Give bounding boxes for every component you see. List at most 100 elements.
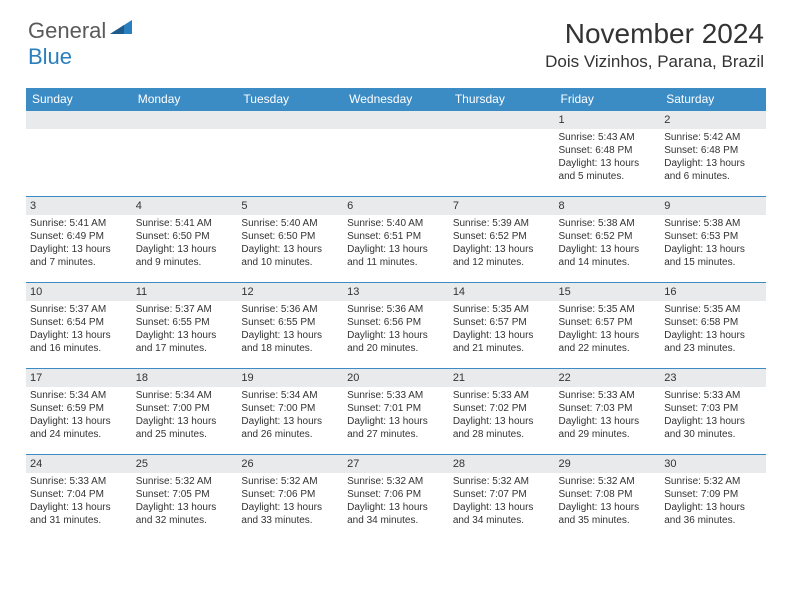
sunset-line: Sunset: 6:55 PM (241, 316, 339, 329)
daylight-line-1: Daylight: 13 hours (241, 501, 339, 514)
calendar-cell: 26Sunrise: 5:32 AMSunset: 7:06 PMDayligh… (237, 455, 343, 541)
day-details: Sunrise: 5:32 AMSunset: 7:07 PMDaylight:… (449, 473, 555, 531)
sunrise-line: Sunrise: 5:34 AM (30, 389, 128, 402)
daylight-line-1: Daylight: 13 hours (453, 501, 551, 514)
empty-day-header (237, 111, 343, 129)
empty-day-header (449, 111, 555, 129)
day-number: 28 (449, 455, 555, 473)
sunset-line: Sunset: 6:51 PM (347, 230, 445, 243)
day-number: 18 (132, 369, 238, 387)
daylight-line-2: and 12 minutes. (453, 256, 551, 269)
daylight-line-1: Daylight: 13 hours (347, 243, 445, 256)
day-header-thursday: Thursday (449, 88, 555, 111)
day-number: 24 (26, 455, 132, 473)
daylight-line-1: Daylight: 13 hours (30, 415, 128, 428)
sunrise-line: Sunrise: 5:36 AM (347, 303, 445, 316)
page-header: General November 2024 Dois Vizinhos, Par… (0, 0, 792, 80)
calendar-cell: 13Sunrise: 5:36 AMSunset: 6:56 PMDayligh… (343, 283, 449, 369)
sunrise-line: Sunrise: 5:36 AM (241, 303, 339, 316)
daylight-line-2: and 30 minutes. (664, 428, 762, 441)
sunset-line: Sunset: 6:55 PM (136, 316, 234, 329)
calendar-cell (132, 111, 238, 197)
daylight-line-1: Daylight: 13 hours (241, 329, 339, 342)
daylight-line-2: and 33 minutes. (241, 514, 339, 527)
calendar-table: SundayMondayTuesdayWednesdayThursdayFrid… (26, 88, 766, 541)
calendar-cell: 21Sunrise: 5:33 AMSunset: 7:02 PMDayligh… (449, 369, 555, 455)
day-number: 7 (449, 197, 555, 215)
daylight-line-2: and 32 minutes. (136, 514, 234, 527)
calendar-header-row: SundayMondayTuesdayWednesdayThursdayFrid… (26, 88, 766, 111)
daylight-line-2: and 31 minutes. (30, 514, 128, 527)
sunset-line: Sunset: 6:50 PM (241, 230, 339, 243)
sunset-line: Sunset: 7:00 PM (136, 402, 234, 415)
daylight-line-2: and 18 minutes. (241, 342, 339, 355)
sunset-line: Sunset: 6:49 PM (30, 230, 128, 243)
day-header-saturday: Saturday (660, 88, 766, 111)
day-details: Sunrise: 5:41 AMSunset: 6:50 PMDaylight:… (132, 215, 238, 273)
daylight-line-2: and 27 minutes. (347, 428, 445, 441)
daylight-line-1: Daylight: 13 hours (453, 329, 551, 342)
daylight-line-1: Daylight: 13 hours (347, 329, 445, 342)
sunset-line: Sunset: 6:50 PM (136, 230, 234, 243)
sunrise-line: Sunrise: 5:35 AM (453, 303, 551, 316)
sunrise-line: Sunrise: 5:33 AM (453, 389, 551, 402)
sunrise-line: Sunrise: 5:35 AM (664, 303, 762, 316)
day-number: 9 (660, 197, 766, 215)
sunset-line: Sunset: 7:01 PM (347, 402, 445, 415)
day-details: Sunrise: 5:32 AMSunset: 7:06 PMDaylight:… (237, 473, 343, 531)
daylight-line-2: and 20 minutes. (347, 342, 445, 355)
sunset-line: Sunset: 7:06 PM (347, 488, 445, 501)
day-details: Sunrise: 5:38 AMSunset: 6:53 PMDaylight:… (660, 215, 766, 273)
sunrise-line: Sunrise: 5:37 AM (30, 303, 128, 316)
sunrise-line: Sunrise: 5:40 AM (347, 217, 445, 230)
sunset-line: Sunset: 7:09 PM (664, 488, 762, 501)
empty-day-header (132, 111, 238, 129)
day-header-monday: Monday (132, 88, 238, 111)
calendar-cell: 4Sunrise: 5:41 AMSunset: 6:50 PMDaylight… (132, 197, 238, 283)
calendar-cell: 15Sunrise: 5:35 AMSunset: 6:57 PMDayligh… (555, 283, 661, 369)
daylight-line-1: Daylight: 13 hours (136, 329, 234, 342)
sunrise-line: Sunrise: 5:32 AM (347, 475, 445, 488)
calendar-cell: 23Sunrise: 5:33 AMSunset: 7:03 PMDayligh… (660, 369, 766, 455)
sunrise-line: Sunrise: 5:34 AM (241, 389, 339, 402)
sunset-line: Sunset: 6:57 PM (559, 316, 657, 329)
sunset-line: Sunset: 7:04 PM (30, 488, 128, 501)
day-number: 8 (555, 197, 661, 215)
daylight-line-2: and 29 minutes. (559, 428, 657, 441)
day-details: Sunrise: 5:33 AMSunset: 7:03 PMDaylight:… (660, 387, 766, 445)
sunset-line: Sunset: 6:58 PM (664, 316, 762, 329)
day-details: Sunrise: 5:42 AMSunset: 6:48 PMDaylight:… (660, 129, 766, 187)
daylight-line-1: Daylight: 13 hours (453, 415, 551, 428)
day-header-friday: Friday (555, 88, 661, 111)
calendar-cell: 6Sunrise: 5:40 AMSunset: 6:51 PMDaylight… (343, 197, 449, 283)
daylight-line-2: and 14 minutes. (559, 256, 657, 269)
day-number: 12 (237, 283, 343, 301)
calendar-cell (26, 111, 132, 197)
daylight-line-2: and 36 minutes. (664, 514, 762, 527)
day-number: 11 (132, 283, 238, 301)
calendar-cell: 27Sunrise: 5:32 AMSunset: 7:06 PMDayligh… (343, 455, 449, 541)
sunset-line: Sunset: 7:00 PM (241, 402, 339, 415)
sunrise-line: Sunrise: 5:32 AM (241, 475, 339, 488)
day-number: 26 (237, 455, 343, 473)
daylight-line-2: and 34 minutes. (453, 514, 551, 527)
sunrise-line: Sunrise: 5:41 AM (136, 217, 234, 230)
day-number: 29 (555, 455, 661, 473)
calendar-week-row: 10Sunrise: 5:37 AMSunset: 6:54 PMDayligh… (26, 283, 766, 369)
title-block: November 2024 Dois Vizinhos, Parana, Bra… (545, 18, 764, 72)
day-details: Sunrise: 5:34 AMSunset: 7:00 PMDaylight:… (132, 387, 238, 445)
day-number: 25 (132, 455, 238, 473)
day-number: 13 (343, 283, 449, 301)
day-number: 22 (555, 369, 661, 387)
logo: General (28, 18, 134, 44)
calendar-cell: 5Sunrise: 5:40 AMSunset: 6:50 PMDaylight… (237, 197, 343, 283)
calendar-week-row: 17Sunrise: 5:34 AMSunset: 6:59 PMDayligh… (26, 369, 766, 455)
day-number: 2 (660, 111, 766, 129)
sunset-line: Sunset: 7:03 PM (664, 402, 762, 415)
sunset-line: Sunset: 6:57 PM (453, 316, 551, 329)
daylight-line-1: Daylight: 13 hours (241, 415, 339, 428)
day-header-sunday: Sunday (26, 88, 132, 111)
sunset-line: Sunset: 6:59 PM (30, 402, 128, 415)
day-details: Sunrise: 5:35 AMSunset: 6:58 PMDaylight:… (660, 301, 766, 359)
day-number: 27 (343, 455, 449, 473)
